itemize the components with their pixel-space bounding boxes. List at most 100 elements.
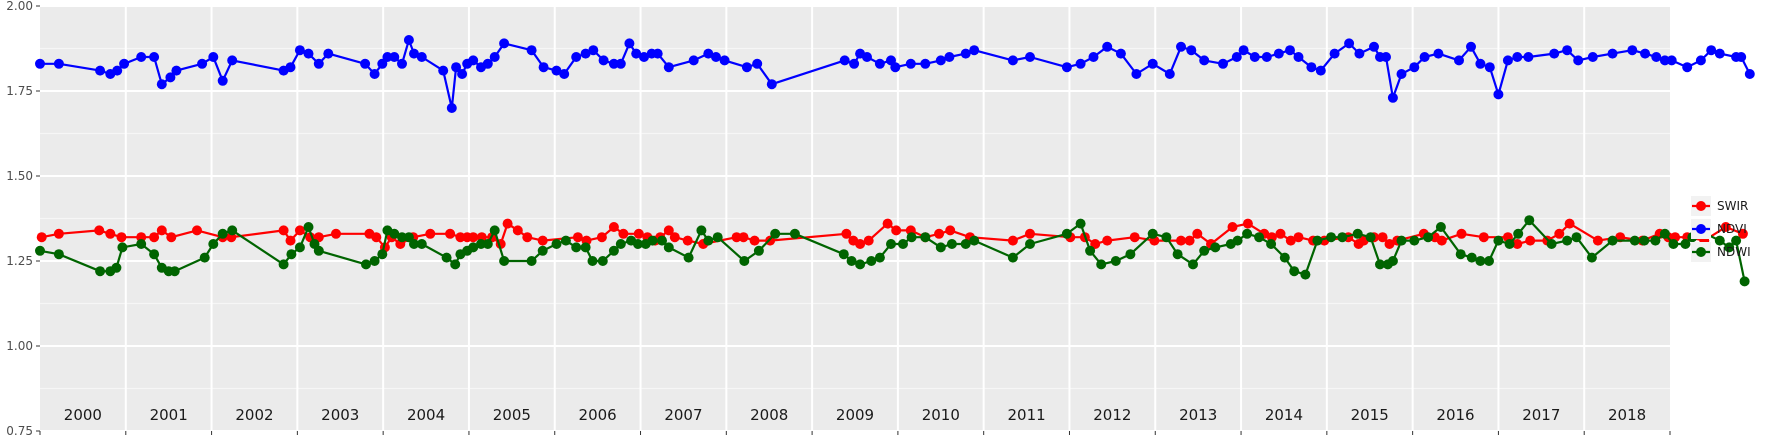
year-label-2015: 2015 [1351, 406, 1389, 424]
data-point-swir [1102, 235, 1113, 246]
data-point-ndvi [489, 52, 500, 62]
data-point-ndvi [409, 48, 419, 59]
data-point-ndvi [969, 45, 980, 56]
data-point-swir [1184, 235, 1195, 246]
data-point-ndwi [468, 242, 479, 253]
data-point-swir [1293, 232, 1304, 243]
data-point-ndvi [227, 55, 238, 66]
data-point-ndvi [1231, 52, 1242, 62]
data-point-ndvi [197, 58, 208, 69]
data-point-ndvi [217, 75, 228, 86]
data-point-swir [166, 232, 177, 243]
data-point-ndwi [1352, 228, 1363, 239]
data-point-ndwi [1607, 235, 1618, 246]
data-point-ndwi [450, 259, 461, 270]
data-point-ndvi [1627, 45, 1638, 56]
data-point-ndvi [588, 45, 599, 56]
data-point-ndwi [906, 232, 917, 243]
data-point-ndvi [1640, 48, 1651, 59]
data-point-ndvi [95, 65, 106, 76]
data-point-ndwi [703, 235, 714, 246]
series-layer [35, 35, 1755, 287]
data-point-ndvi [1075, 58, 1086, 69]
data-point-ndwi [1409, 235, 1420, 246]
data-point-ndwi [136, 239, 147, 249]
data-point-swir [1192, 228, 1203, 239]
legend-entry-swir: SWIR [1691, 196, 1748, 216]
year-label-2008: 2008 [750, 406, 788, 424]
legend-entry-ndvi: NDVI [1691, 219, 1747, 239]
data-point-ndwi [1423, 232, 1434, 243]
data-point-ndvi [119, 58, 130, 69]
data-point-ndwi [657, 235, 667, 246]
data-point-swir [94, 225, 105, 236]
data-point-ndwi [1396, 235, 1407, 246]
data-point-swir [572, 232, 583, 243]
data-point-ndwi [633, 239, 643, 249]
data-point-swir [863, 235, 874, 246]
data-point-ndwi [969, 235, 980, 246]
data-point-ndvi [839, 55, 850, 66]
data-point-ndwi [416, 239, 427, 249]
data-point-ndvi [1587, 52, 1598, 62]
year-label-2005: 2005 [493, 406, 531, 424]
data-point-ndvi [935, 55, 946, 66]
data-point-ndwi [489, 225, 500, 236]
y-tick-label: 0.75 [6, 424, 33, 438]
data-point-ndwi [169, 266, 180, 277]
data-point-ndvi [468, 55, 479, 66]
year-label-2016: 2016 [1436, 406, 1474, 424]
data-point-ndwi [1007, 252, 1018, 263]
data-point-ndvi [360, 58, 371, 69]
data-point-ndvi [960, 48, 971, 59]
data-point-ndvi [571, 52, 582, 62]
data-point-swir [945, 225, 956, 236]
data-point-swir [1025, 228, 1035, 239]
data-point-swir [156, 225, 167, 236]
data-point-ndwi [361, 259, 371, 270]
data-point-swir [731, 232, 742, 243]
data-point-ndvi [1523, 52, 1534, 62]
data-point-ndwi [1110, 256, 1121, 266]
data-point-ndwi [377, 249, 388, 260]
data-point-ndvi [112, 65, 123, 76]
data-point-ndvi [1238, 45, 1249, 56]
data-point-ndwi [683, 252, 694, 263]
data-point-swir [371, 232, 382, 243]
data-point-ndvi [1484, 62, 1495, 73]
series-ndvi [35, 35, 1755, 113]
data-point-ndvi [1573, 55, 1584, 66]
data-point-swir [1478, 232, 1489, 243]
data-point-ndvi [526, 45, 537, 56]
legend-key-point [1696, 247, 1706, 257]
data-point-ndwi [1125, 249, 1136, 260]
data-point-ndvi [1273, 48, 1284, 59]
data-point-ndvi [499, 38, 510, 49]
data-point-swir [855, 239, 866, 249]
data-point-ndwi [1075, 218, 1086, 229]
data-point-ndvi [580, 48, 591, 59]
data-point-ndwi [441, 252, 452, 263]
data-point-ndvi [1369, 41, 1379, 52]
data-point-ndvi [862, 52, 872, 62]
data-point-ndwi [770, 228, 781, 239]
data-point-ndwi [1484, 256, 1494, 266]
data-point-ndvi [1176, 41, 1186, 52]
data-point-ndwi [1493, 235, 1504, 246]
data-point-swir [502, 218, 513, 229]
data-point-ndwi [886, 239, 896, 249]
data-point-ndvi [1249, 52, 1260, 62]
data-point-ndwi [286, 249, 297, 260]
data-point-ndvi [397, 58, 407, 69]
data-point-swir [663, 225, 674, 236]
data-point-ndwi [1161, 232, 1172, 243]
data-point-ndvi [741, 62, 752, 73]
data-point-ndwi [1562, 235, 1573, 246]
data-point-ndvi [1562, 45, 1573, 56]
data-point-ndvi [482, 58, 493, 69]
data-point-ndvi [719, 55, 730, 66]
data-point-ndwi [278, 259, 289, 270]
legend-label-ndvi: NDVI [1717, 222, 1747, 236]
data-point-ndwi [846, 256, 857, 266]
